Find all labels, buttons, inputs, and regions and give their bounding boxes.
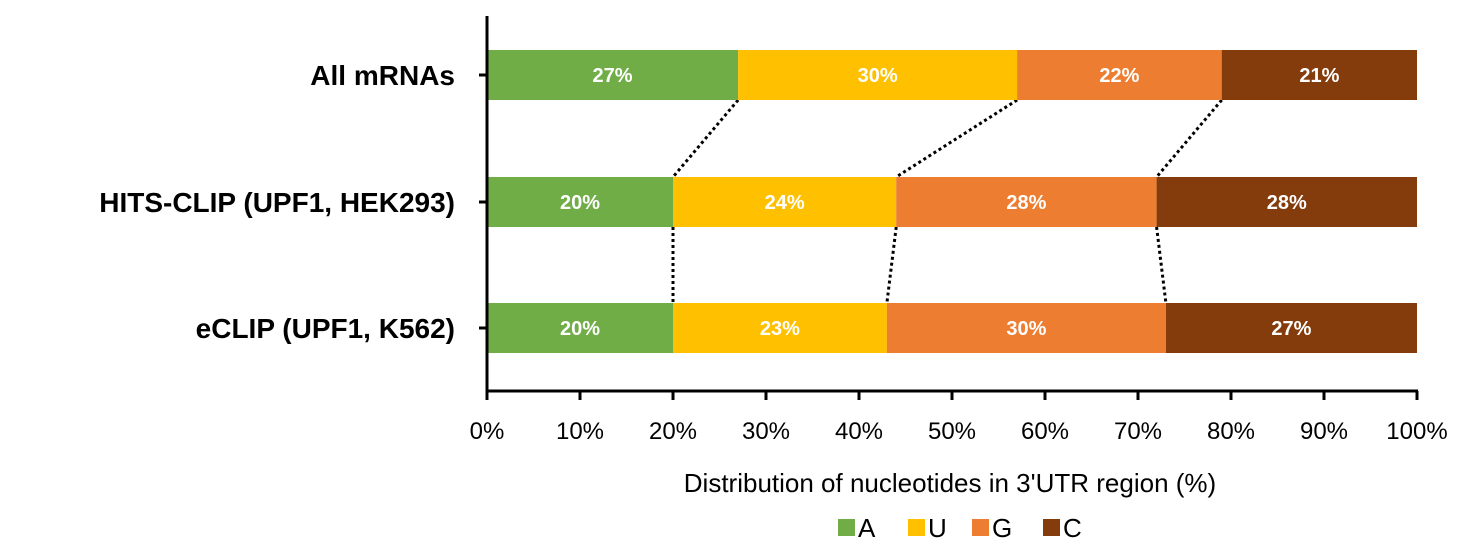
data-label: 30% — [1006, 318, 1046, 340]
legend-swatch-a — [838, 519, 855, 536]
x-tick-label: 20% — [649, 418, 697, 445]
series-line — [1157, 227, 1166, 303]
category-labels: All mRNAs HITS-CLIP (UPF1, HEK293) eCLIP (… — [99, 60, 455, 344]
x-tick-labels: 0% 10% 20% 30% 40% 50% 60% 70% 80% 90% 100% — [470, 418, 1448, 445]
data-label: 24% — [765, 192, 805, 214]
category-label: HITS-CLIP (UPF1, HEK293) — [99, 187, 455, 218]
series-line — [887, 227, 896, 303]
category-label: eCLIP (UPF1, K562) — [196, 313, 455, 344]
bars: 27% 30% 22% 21% 20% 24% 28% 28% 20% 23% 30% 27% — [487, 50, 1417, 353]
legend-swatch-c — [1043, 519, 1060, 536]
legend-label: A — [858, 513, 876, 543]
data-label: 28% — [1006, 192, 1046, 214]
series-line — [1157, 100, 1222, 177]
x-tick-label: 90% — [1300, 418, 1348, 445]
data-label: 27% — [1271, 318, 1311, 340]
data-label: 20% — [560, 318, 600, 340]
data-label: 23% — [760, 318, 800, 340]
legend-label: G — [992, 513, 1012, 543]
data-label: 21% — [1299, 65, 1339, 87]
series-line — [673, 100, 738, 177]
data-label: 27% — [593, 65, 633, 87]
x-tick-label: 100% — [1386, 418, 1447, 445]
legend-label: C — [1063, 513, 1082, 543]
x-tick-label: 80% — [1207, 418, 1255, 445]
data-label: 30% — [858, 65, 898, 87]
x-tick-label: 0% — [470, 418, 505, 445]
x-tick-label: 40% — [835, 418, 883, 445]
data-label: 22% — [1099, 65, 1139, 87]
series-line — [896, 100, 1017, 177]
legend-label: U — [928, 513, 947, 543]
x-tick-label: 30% — [742, 418, 790, 445]
legend-swatch-u — [908, 519, 925, 536]
x-tick-label: 10% — [556, 418, 604, 445]
x-axis-title: Distribution of nucleotides in 3'UTR reg… — [684, 468, 1216, 498]
category-label: All mRNAs — [310, 60, 455, 91]
x-tick-label: 70% — [1114, 418, 1162, 445]
x-tick-label: 60% — [1021, 418, 1069, 445]
data-label: 28% — [1267, 192, 1307, 214]
data-label: 20% — [560, 192, 600, 214]
legend-swatch-g — [972, 519, 989, 536]
x-tick-label: 50% — [928, 418, 976, 445]
